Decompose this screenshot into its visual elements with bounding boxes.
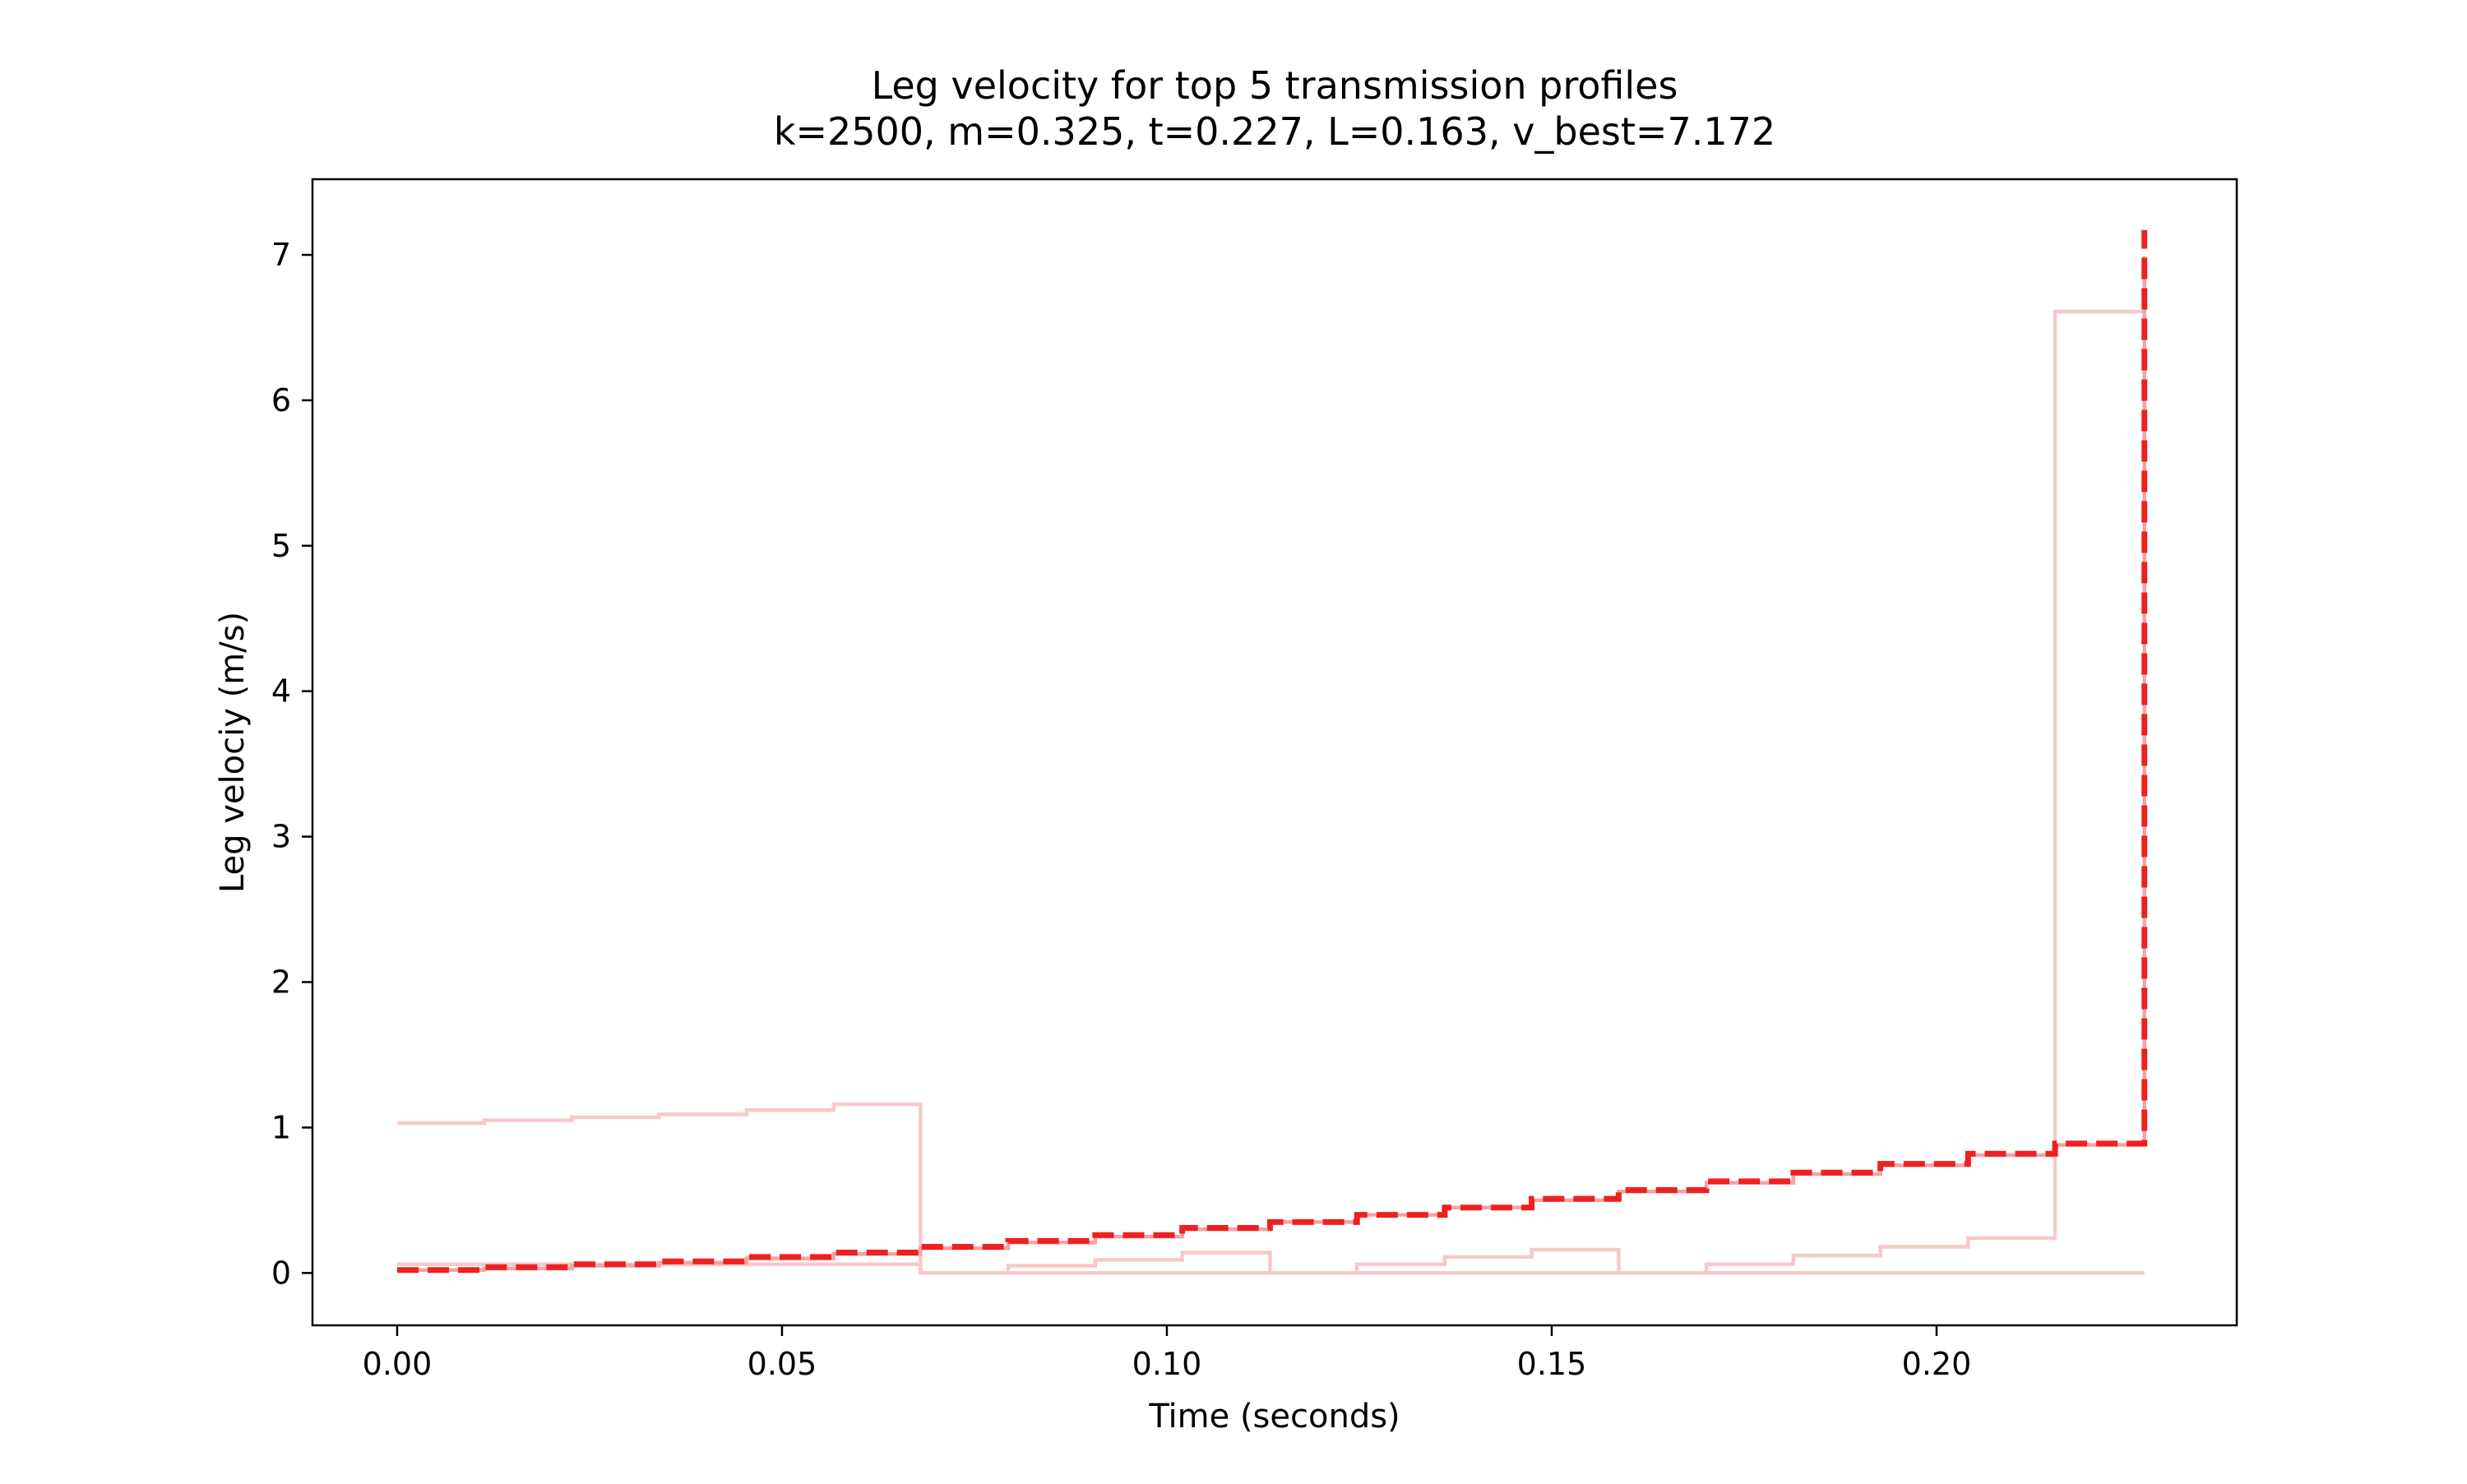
plot-area-frame <box>311 178 2238 1327</box>
y-tick-label: 5 <box>271 528 291 564</box>
y-tick-label: 3 <box>271 819 291 855</box>
y-tick-label: 0 <box>271 1255 291 1291</box>
x-axis-ticks: 0.00 0.05 0.10 0.15 0.20 <box>363 1325 1972 1382</box>
chart-title: Leg velocity for top 5 transmission prof… <box>872 63 1678 108</box>
y-axis-label: Leg velociy (m/s) <box>214 612 252 893</box>
x-tick-label: 0.00 <box>363 1346 433 1382</box>
y-tick-label: 6 <box>271 382 291 418</box>
series-layer <box>397 229 2148 1275</box>
y-tick-label: 4 <box>271 673 291 710</box>
x-tick-label: 0.10 <box>1132 1346 1202 1382</box>
x-axis-label: Time (seconds) <box>1148 1398 1400 1435</box>
y-tick-label: 1 <box>271 1109 291 1145</box>
series-line-2 <box>397 309 2145 1275</box>
chart-subtitle: k=2500, m=0.325, t=0.227, L=0.163, v_bes… <box>774 109 1775 154</box>
x-tick-label: 0.15 <box>1517 1346 1587 1382</box>
x-tick-label: 0.05 <box>748 1346 817 1382</box>
x-tick-label: 0.20 <box>1902 1346 1972 1382</box>
series-line-1 <box>397 1102 2145 1275</box>
y-axis-ticks: 0 1 2 3 4 5 6 7 <box>271 237 312 1291</box>
series-line-4 <box>397 229 2148 1274</box>
y-tick-label: 2 <box>271 964 291 1001</box>
y-tick-label: 7 <box>271 237 291 273</box>
